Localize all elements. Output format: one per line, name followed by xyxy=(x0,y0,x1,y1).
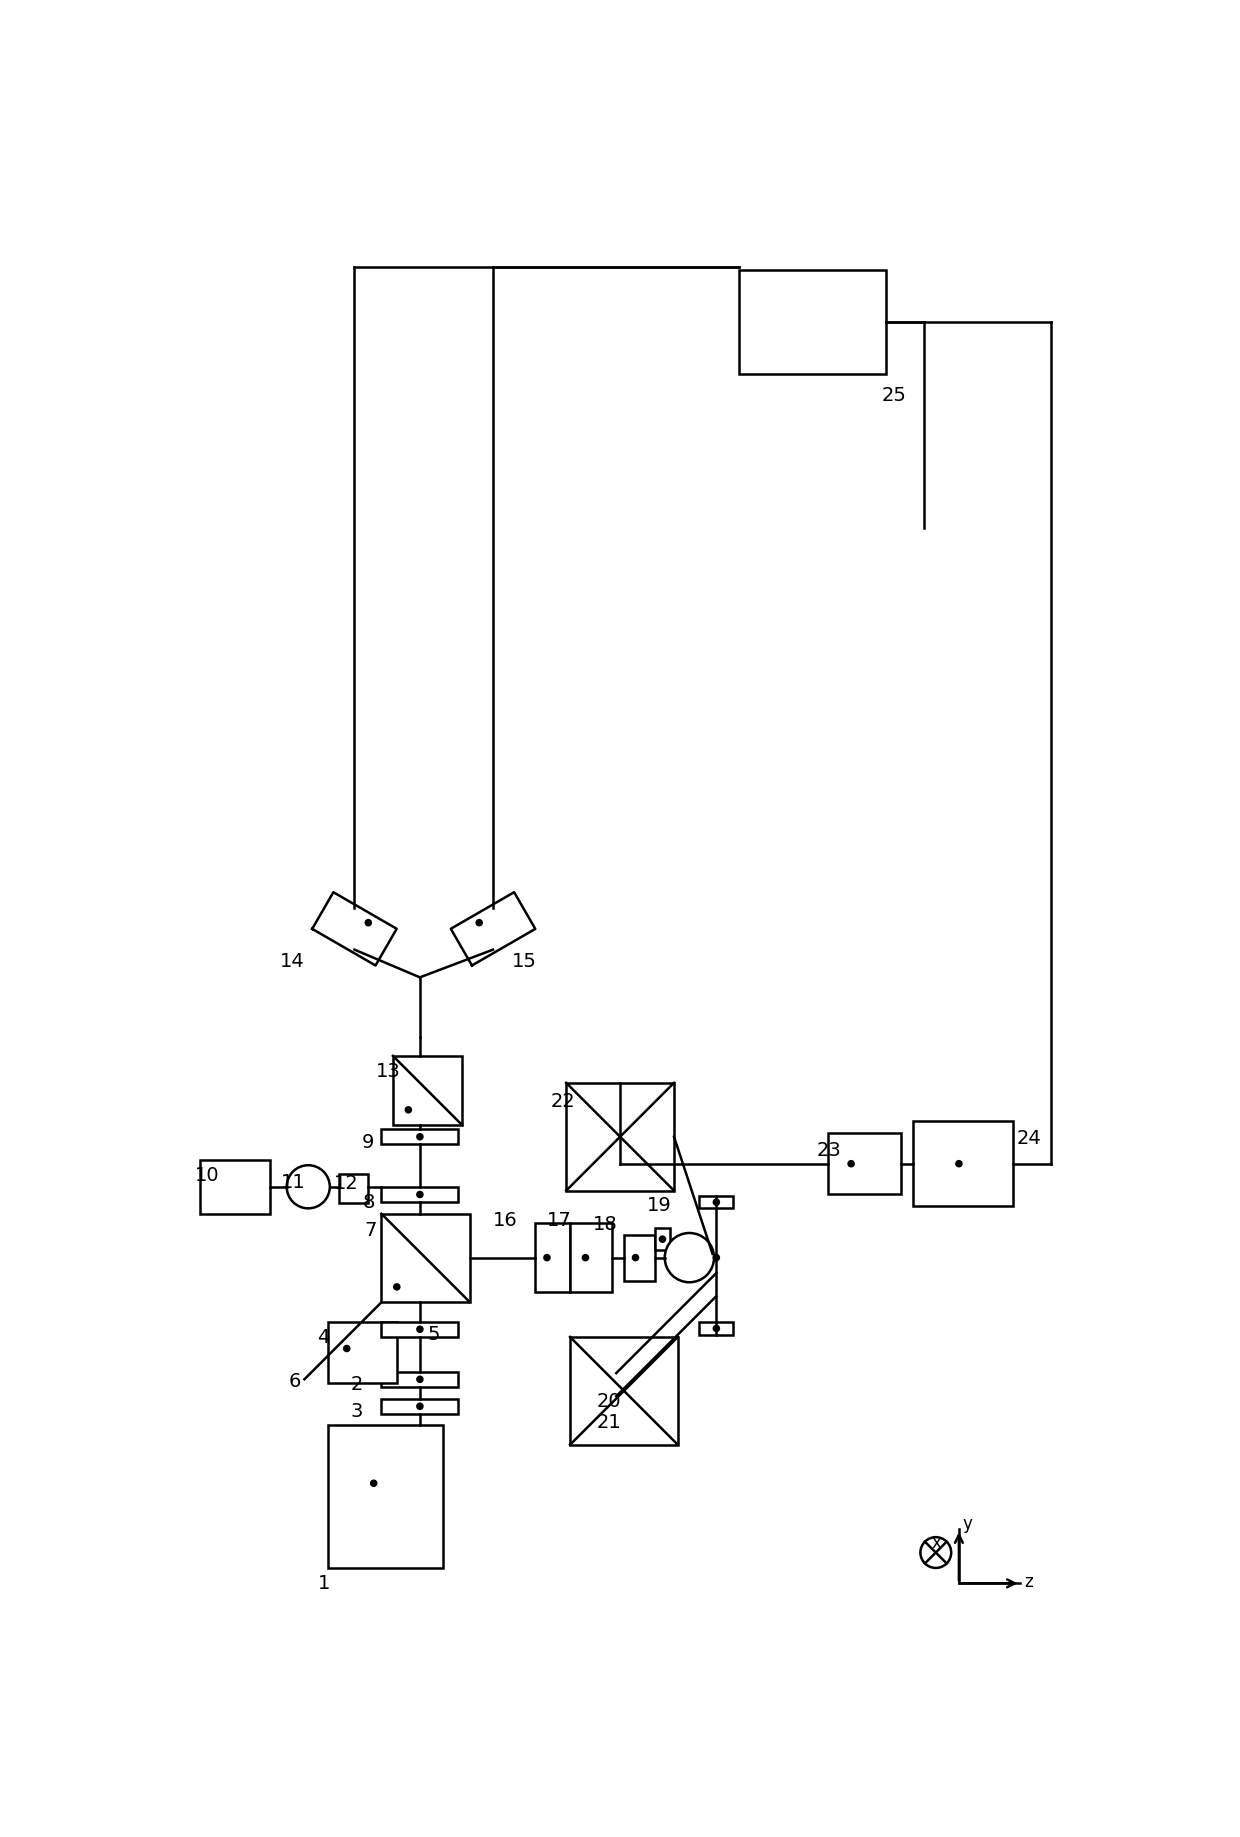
Text: 24: 24 xyxy=(1017,1130,1042,1148)
Bar xyxy=(828,1133,901,1194)
Text: 6: 6 xyxy=(289,1372,301,1391)
Bar xyxy=(327,1321,397,1383)
Text: 19: 19 xyxy=(647,1196,672,1214)
Circle shape xyxy=(366,920,372,926)
Text: 21: 21 xyxy=(596,1413,621,1433)
Text: 8: 8 xyxy=(362,1192,374,1212)
Bar xyxy=(536,1223,570,1291)
Bar xyxy=(382,1321,459,1337)
Text: 18: 18 xyxy=(593,1216,618,1234)
Text: 10: 10 xyxy=(195,1166,219,1185)
Circle shape xyxy=(394,1284,399,1290)
Bar xyxy=(201,1159,270,1214)
Text: 16: 16 xyxy=(494,1211,518,1231)
Circle shape xyxy=(371,1481,377,1486)
Bar xyxy=(655,1229,670,1249)
Text: 23: 23 xyxy=(816,1141,841,1159)
Circle shape xyxy=(583,1255,589,1260)
Circle shape xyxy=(660,1236,666,1242)
Circle shape xyxy=(544,1255,551,1260)
Text: x: x xyxy=(931,1534,941,1552)
Circle shape xyxy=(956,1161,962,1166)
Bar xyxy=(339,1174,368,1203)
Text: 14: 14 xyxy=(280,952,305,972)
Bar xyxy=(570,1337,678,1444)
Text: 2: 2 xyxy=(351,1376,363,1394)
Bar xyxy=(570,1223,613,1291)
Text: 3: 3 xyxy=(351,1402,363,1422)
Text: 7: 7 xyxy=(365,1222,377,1240)
Circle shape xyxy=(476,920,482,926)
Bar xyxy=(699,1196,733,1209)
Text: 9: 9 xyxy=(362,1133,374,1152)
Text: 17: 17 xyxy=(547,1211,572,1231)
Text: 1: 1 xyxy=(319,1574,331,1593)
Circle shape xyxy=(417,1376,423,1383)
Circle shape xyxy=(343,1345,350,1352)
Circle shape xyxy=(632,1255,639,1260)
Bar xyxy=(382,1214,470,1302)
Bar xyxy=(382,1398,459,1414)
Bar xyxy=(382,1372,459,1387)
Circle shape xyxy=(713,1200,719,1205)
Circle shape xyxy=(713,1255,719,1260)
Text: 13: 13 xyxy=(376,1062,401,1080)
Bar xyxy=(327,1426,443,1569)
Text: z: z xyxy=(1024,1572,1033,1591)
Circle shape xyxy=(848,1161,854,1166)
Text: 15: 15 xyxy=(512,952,537,972)
Circle shape xyxy=(405,1106,412,1113)
Text: 4: 4 xyxy=(317,1328,330,1347)
Bar xyxy=(624,1234,655,1280)
Circle shape xyxy=(417,1403,423,1409)
Text: 22: 22 xyxy=(551,1091,575,1111)
Text: y: y xyxy=(962,1514,972,1532)
Bar xyxy=(567,1082,675,1190)
Text: 20: 20 xyxy=(596,1392,621,1411)
Circle shape xyxy=(417,1326,423,1332)
Circle shape xyxy=(417,1192,423,1198)
Bar xyxy=(393,1056,463,1126)
Circle shape xyxy=(713,1324,719,1332)
Text: 12: 12 xyxy=(334,1174,358,1192)
Text: 25: 25 xyxy=(882,386,906,404)
Circle shape xyxy=(665,1233,714,1282)
Bar xyxy=(382,1130,459,1144)
Text: 11: 11 xyxy=(281,1174,306,1192)
Bar xyxy=(739,270,885,375)
Text: 5: 5 xyxy=(428,1324,440,1345)
Bar xyxy=(699,1323,733,1335)
Circle shape xyxy=(286,1165,330,1209)
Circle shape xyxy=(920,1538,951,1569)
Bar xyxy=(913,1121,1013,1207)
Circle shape xyxy=(417,1133,423,1139)
Bar xyxy=(382,1187,459,1201)
